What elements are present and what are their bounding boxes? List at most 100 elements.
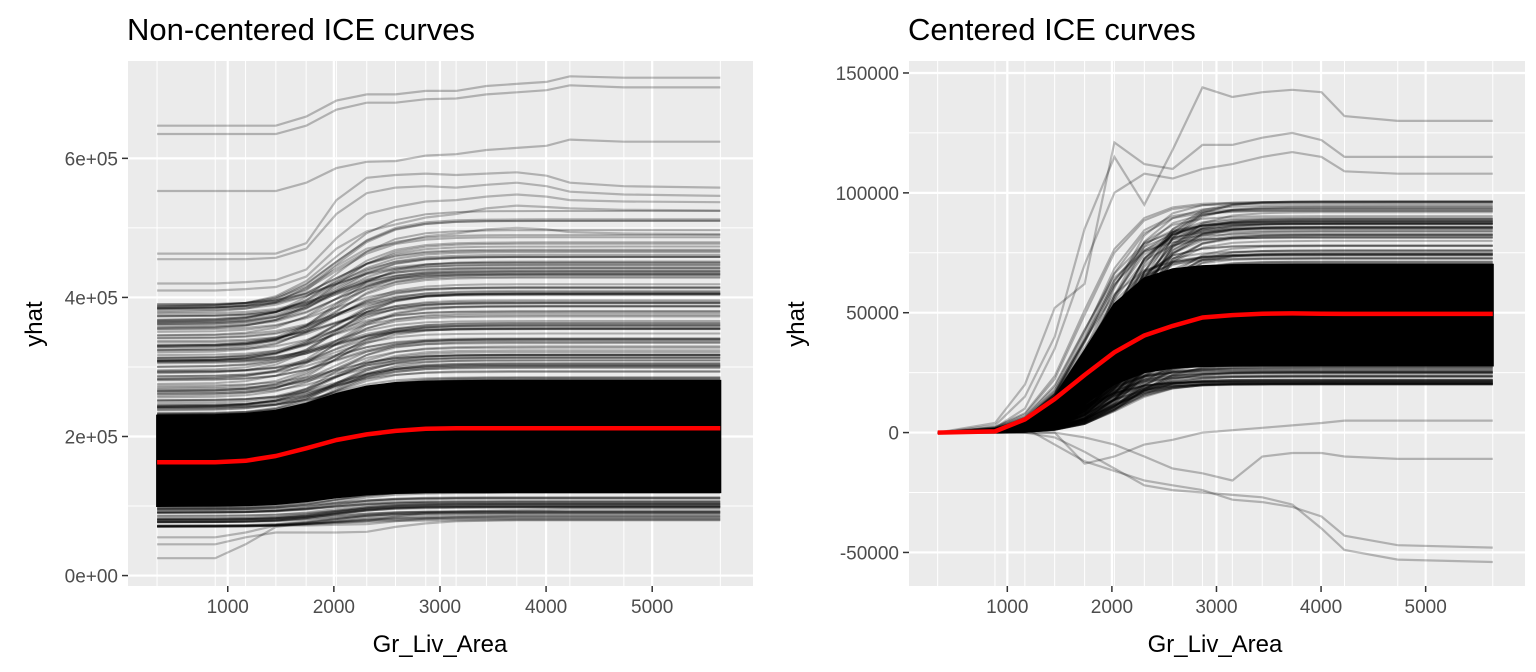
ice-curve: [157, 510, 721, 521]
ice-curve: [157, 364, 721, 407]
y-tick-label: 6e+05: [65, 149, 118, 170]
ice-curve: [157, 218, 721, 310]
ice-curve: [157, 302, 721, 360]
y-tick-label: 0e+00: [65, 567, 118, 588]
ice-curve: [157, 255, 721, 312]
ice-curve: [157, 286, 721, 331]
ice-curve: [157, 501, 721, 518]
ice-curve: [157, 292, 721, 337]
ice-curve: [157, 496, 721, 514]
ice-curve-3: [937, 426, 1493, 549]
ice-curve: [157, 496, 721, 510]
ice-curve: [937, 382, 1493, 434]
ice-curve: [157, 341, 721, 399]
ice-curve: [157, 501, 721, 512]
ice-curve: [157, 502, 721, 520]
left-y-axis: 0e+00 2e+05 4e+05 6e+05: [65, 149, 128, 588]
left-y-axis-title: yhat: [21, 301, 48, 347]
ice-curve: [157, 291, 721, 339]
ice-curve: [157, 287, 721, 346]
ice-curve: [937, 201, 1493, 434]
ice-curve: [157, 327, 721, 393]
ice-curve: [937, 249, 1493, 434]
ice-curve: [157, 292, 721, 375]
ice-curve: [157, 260, 721, 351]
ice-curve: [157, 310, 721, 359]
right-y-axis-title: yhat: [783, 301, 810, 347]
ice-curve: [157, 506, 721, 524]
ice-curve-0: [937, 86, 1493, 434]
ice-curve: [157, 269, 721, 349]
ice-curve: [157, 338, 721, 408]
ice-curve: [157, 504, 721, 524]
right-average-line: [937, 311, 1493, 435]
ice-curve: [937, 378, 1493, 434]
ice-curve: [157, 283, 721, 352]
ice-curve: [157, 253, 721, 324]
ice-curve: [157, 241, 721, 322]
ice-curve: [157, 248, 721, 311]
ice-curve-1: [937, 131, 1493, 434]
x-tick-label: 4000: [525, 597, 567, 618]
ice-curve: [937, 383, 1493, 434]
ice-curve: [157, 267, 721, 317]
ice-curve: [157, 327, 721, 361]
ice-curve: [157, 365, 721, 402]
ice-curve: [937, 371, 1493, 434]
ice-curve: [937, 382, 1493, 434]
ice-curve: [157, 300, 721, 347]
ice-curve: [157, 324, 721, 363]
left-ice-band: [156, 210, 722, 528]
x-tick-label: 3000: [419, 597, 461, 618]
ice-curve: [157, 502, 721, 520]
ice-curve: [937, 383, 1493, 434]
ice-curve: [157, 266, 721, 324]
ice-curve: [157, 517, 721, 527]
ice-curve-9: [157, 518, 721, 546]
x-tick-label: 5000: [631, 597, 673, 618]
ice-curve: [157, 353, 721, 416]
y-tick-label: 4e+05: [65, 288, 118, 309]
ice-curve: [937, 226, 1493, 434]
ice-curve: [937, 371, 1493, 434]
ice-curve: [157, 510, 721, 527]
right-ice-band: [937, 200, 1494, 434]
ice-curve: [937, 381, 1493, 434]
ice-curve: [157, 354, 721, 387]
ice-curve: [157, 294, 721, 340]
ice-curve: [157, 270, 721, 318]
ice-curve: [157, 302, 721, 344]
ice-curve: [157, 264, 721, 306]
ice-curve-2: [937, 150, 1493, 434]
ice-curve: [937, 208, 1493, 434]
ice-curve: [157, 245, 721, 322]
ice-curve: [157, 242, 721, 330]
right-y-axis: -50000 0 50000 100000 150000: [836, 64, 909, 564]
ice-curve: [157, 328, 721, 364]
ice-curve: [157, 497, 721, 514]
ice-curve: [157, 519, 721, 528]
y-tick-label: 0: [888, 424, 899, 445]
ice-curve-8: [157, 507, 721, 560]
ice-curve: [157, 351, 721, 405]
ice-curve: [157, 503, 721, 523]
ice-curve: [157, 356, 721, 392]
ice-curve: [157, 255, 721, 325]
ice-curve-6: [937, 419, 1493, 465]
left-x-axis: 1000 2000 3000 4000 5000: [207, 586, 673, 618]
ice-curve: [157, 271, 721, 315]
ice-curve: [157, 349, 721, 408]
ice-curve: [157, 273, 721, 318]
ice-curve: [157, 497, 721, 511]
ice-curve: [157, 518, 721, 527]
left-ice-lines: [157, 75, 721, 560]
ice-curve: [937, 380, 1493, 434]
ice-curve: [157, 504, 721, 521]
ice-curve: [937, 372, 1493, 434]
ice-curve: [157, 305, 721, 385]
ice-curve: [157, 511, 721, 528]
ice-curve: [937, 205, 1493, 434]
ice-curve: [157, 261, 721, 309]
ice-curve: [157, 345, 721, 409]
ice-curve: [157, 362, 721, 407]
